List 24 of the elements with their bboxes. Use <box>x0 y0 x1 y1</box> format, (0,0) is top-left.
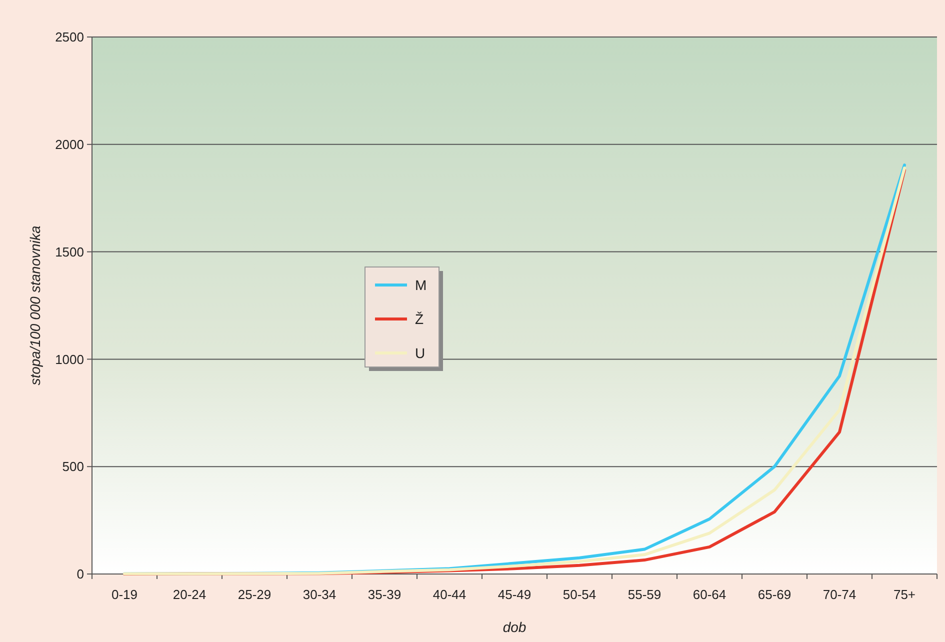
y-tick-label: 1000 <box>55 352 84 367</box>
x-tick-label: 70-74 <box>822 587 856 602</box>
x-axis-title: dob <box>502 619 526 635</box>
legend-label: M <box>415 276 427 293</box>
x-tick-label: 45-49 <box>498 587 532 602</box>
legend-label: U <box>415 344 426 361</box>
x-tick-label: 25-29 <box>238 587 272 602</box>
y-tick-label: 500 <box>62 459 84 474</box>
x-tick-label: 75+ <box>893 587 916 602</box>
x-tick-label: 40-44 <box>432 587 466 602</box>
y-tick-label: 2000 <box>55 136 84 152</box>
x-tick-label: 55-59 <box>628 587 662 602</box>
y-tick-label: 0 <box>76 566 84 582</box>
x-tick-label: 0-19 <box>111 587 138 602</box>
y-tick-label: 1500 <box>55 244 84 260</box>
y-axis-title: stopa/100 000 stanovnika <box>27 226 43 386</box>
x-tick-label: 35-39 <box>368 587 402 602</box>
x-tick-label: 60-64 <box>692 587 726 602</box>
x-tick-label: 50-54 <box>562 587 596 602</box>
x-tick-label: 20-24 <box>172 587 206 602</box>
x-tick-label: 65-69 <box>758 587 792 602</box>
x-tick-label: 30-34 <box>302 587 336 602</box>
y-tick-label: 2500 <box>55 30 84 45</box>
legend-label: Ž <box>415 310 424 327</box>
